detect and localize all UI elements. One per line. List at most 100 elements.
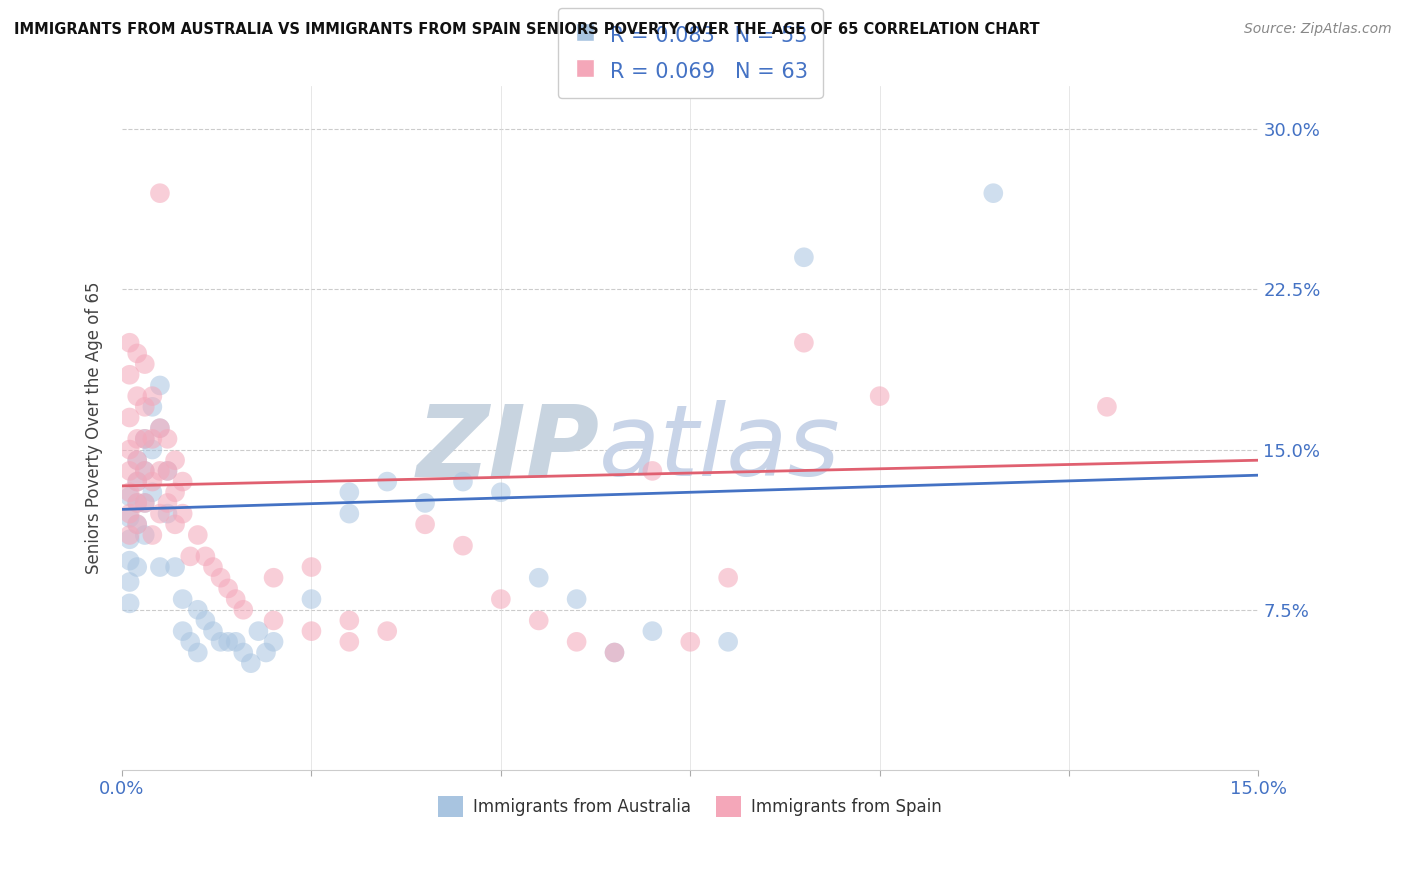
Y-axis label: Seniors Poverty Over the Age of 65: Seniors Poverty Over the Age of 65 xyxy=(86,282,103,574)
Point xyxy=(127,432,149,446)
Point xyxy=(118,574,141,589)
Point xyxy=(118,507,141,521)
Point xyxy=(172,624,194,639)
Point xyxy=(127,453,149,467)
Point xyxy=(641,624,664,639)
Point xyxy=(118,528,141,542)
Point xyxy=(565,635,588,649)
Point xyxy=(869,389,891,403)
Point xyxy=(337,485,360,500)
Point xyxy=(118,335,141,350)
Point xyxy=(301,592,323,607)
Point xyxy=(337,635,360,649)
Point xyxy=(118,511,141,525)
Point xyxy=(134,464,156,478)
Point xyxy=(127,517,149,532)
Point xyxy=(165,453,187,467)
Point xyxy=(337,614,360,628)
Point xyxy=(301,560,323,574)
Text: Source: ZipAtlas.com: Source: ZipAtlas.com xyxy=(1244,22,1392,37)
Point xyxy=(141,389,163,403)
Point xyxy=(127,517,149,532)
Point xyxy=(165,560,187,574)
Point xyxy=(172,507,194,521)
Point xyxy=(247,624,270,639)
Point xyxy=(156,464,179,478)
Point xyxy=(118,554,141,568)
Point xyxy=(134,357,156,371)
Point xyxy=(141,475,163,489)
Legend: Immigrants from Australia, Immigrants from Spain: Immigrants from Australia, Immigrants fr… xyxy=(432,789,949,823)
Point xyxy=(141,442,163,457)
Point xyxy=(149,378,172,392)
Point xyxy=(413,496,436,510)
Point xyxy=(165,485,187,500)
Point xyxy=(141,485,163,500)
Point xyxy=(209,571,232,585)
Point xyxy=(118,485,141,500)
Point xyxy=(118,368,141,382)
Point xyxy=(156,432,179,446)
Point xyxy=(149,421,172,435)
Point xyxy=(603,645,626,659)
Text: ZIP: ZIP xyxy=(416,401,599,497)
Point xyxy=(149,421,172,435)
Point xyxy=(413,517,436,532)
Point xyxy=(149,464,172,478)
Point xyxy=(134,400,156,414)
Point xyxy=(209,635,232,649)
Point xyxy=(141,432,163,446)
Point xyxy=(217,635,239,649)
Point xyxy=(172,475,194,489)
Point xyxy=(641,464,664,478)
Point xyxy=(603,645,626,659)
Point xyxy=(149,507,172,521)
Point xyxy=(793,335,815,350)
Text: IMMIGRANTS FROM AUSTRALIA VS IMMIGRANTS FROM SPAIN SENIORS POVERTY OVER THE AGE : IMMIGRANTS FROM AUSTRALIA VS IMMIGRANTS … xyxy=(14,22,1039,37)
Point xyxy=(187,528,209,542)
Point xyxy=(134,432,156,446)
Point xyxy=(118,490,141,504)
Point xyxy=(134,432,156,446)
Point xyxy=(527,614,550,628)
Point xyxy=(239,656,262,670)
Point xyxy=(1095,400,1118,414)
Point xyxy=(194,549,217,564)
Point xyxy=(375,624,398,639)
Point xyxy=(263,614,285,628)
Point xyxy=(118,464,141,478)
Point xyxy=(489,592,512,607)
Point xyxy=(451,475,474,489)
Point xyxy=(717,571,740,585)
Point xyxy=(337,507,360,521)
Point xyxy=(118,410,141,425)
Text: atlas: atlas xyxy=(599,401,841,497)
Point xyxy=(717,635,740,649)
Point xyxy=(301,624,323,639)
Point xyxy=(225,635,247,649)
Point xyxy=(134,528,156,542)
Point xyxy=(156,464,179,478)
Point xyxy=(165,517,187,532)
Point xyxy=(127,346,149,360)
Point xyxy=(134,464,156,478)
Point xyxy=(225,592,247,607)
Point xyxy=(141,528,163,542)
Point xyxy=(141,400,163,414)
Point xyxy=(263,571,285,585)
Point xyxy=(201,560,224,574)
Point xyxy=(179,549,201,564)
Point xyxy=(489,485,512,500)
Point xyxy=(179,635,201,649)
Point xyxy=(156,496,179,510)
Point xyxy=(679,635,702,649)
Point xyxy=(375,475,398,489)
Point xyxy=(201,624,224,639)
Point xyxy=(187,603,209,617)
Point xyxy=(793,250,815,264)
Point xyxy=(118,533,141,547)
Point xyxy=(254,645,277,659)
Point xyxy=(134,496,156,510)
Point xyxy=(127,475,149,489)
Point xyxy=(194,614,217,628)
